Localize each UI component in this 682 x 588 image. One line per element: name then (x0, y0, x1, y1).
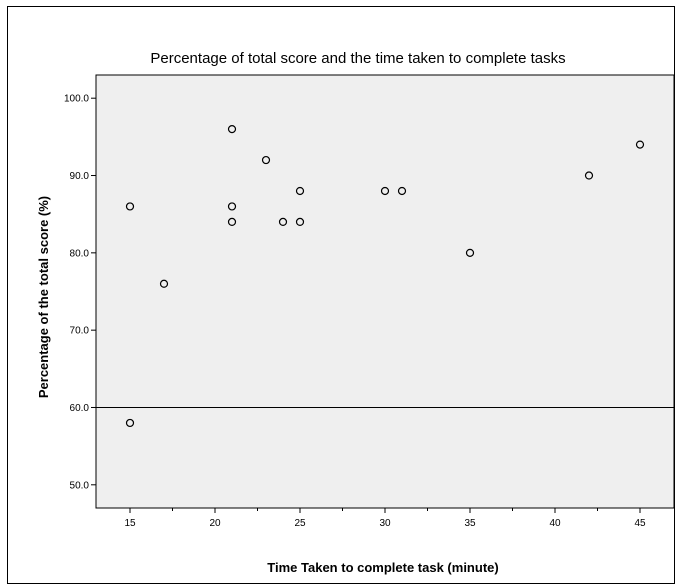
x-tick-label-45: 45 (634, 518, 646, 529)
x-tick-label-30: 30 (379, 518, 391, 529)
x-tick-label-15: 15 (124, 518, 136, 529)
x-axis-label: Time Taken to complete task (minute) (267, 560, 498, 575)
data-point-2 (125, 418, 135, 428)
y-tick-label-60: 60.0 (70, 403, 90, 414)
scatter-chart: Percentage of total score and the time t… (36, 50, 674, 575)
data-point-5 (227, 202, 237, 211)
chart-title: Percentage of total score and the time t… (150, 50, 565, 67)
x-tick-label-25: 25 (294, 518, 306, 529)
y-tick-label-50: 50.0 (70, 480, 90, 491)
data-point-15 (635, 140, 645, 149)
data-point-8 (278, 217, 288, 227)
data-point-6 (227, 217, 237, 227)
data-point-14 (584, 171, 594, 180)
plot-background (95, 74, 674, 509)
y-axis-label: Percentage of the total score (%) (36, 196, 51, 398)
data-point-1 (125, 202, 135, 211)
data-point-13 (465, 248, 475, 257)
chart-frame: Percentage of total score and the time t… (7, 6, 675, 584)
plot-area: 15 20 25 30 35 40 45 50.0 60.0 70.0 80.0 90.0 100.0 (64, 74, 674, 529)
data-point-4 (227, 125, 237, 134)
data-point-11 (380, 186, 390, 196)
data-point-9 (295, 186, 305, 196)
data-point-12 (397, 186, 407, 196)
x-tick-label-40: 40 (549, 518, 561, 529)
y-tick-label-100: 100.0 (64, 94, 89, 105)
data-point-7 (261, 155, 271, 165)
x-tick-label-35: 35 (464, 518, 476, 529)
data-point-10 (295, 217, 305, 227)
y-tick-label-90: 90.0 (70, 171, 90, 182)
x-tick-label-20: 20 (209, 518, 221, 529)
y-tick-label-70: 70.0 (70, 326, 90, 337)
data-point-3 (159, 279, 169, 288)
y-tick-label-80: 80.0 (70, 248, 90, 259)
